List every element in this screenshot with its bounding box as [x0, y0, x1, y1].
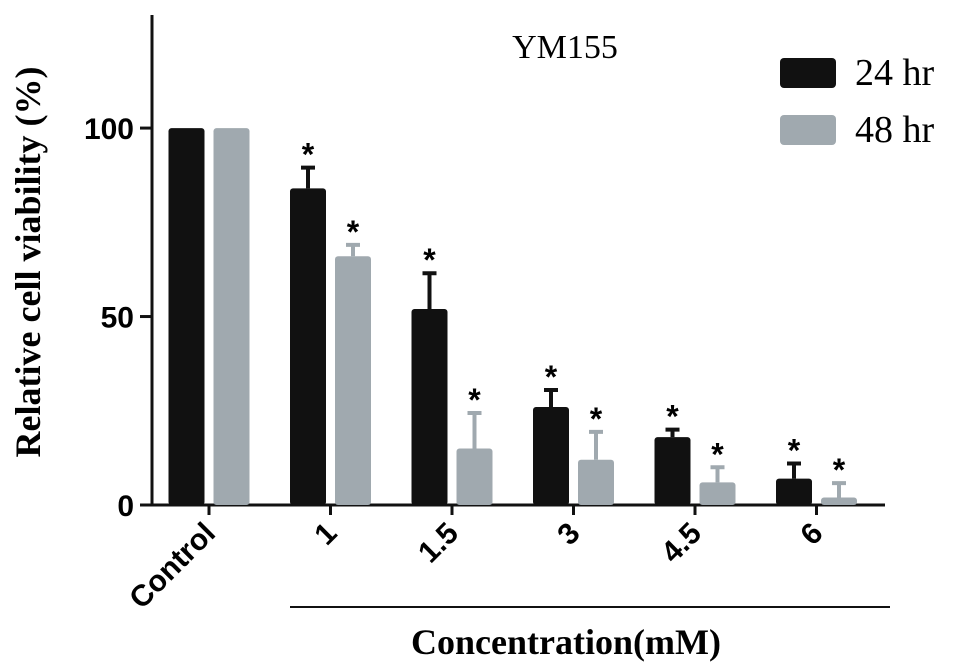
error-bar [467, 411, 482, 449]
significance-mark: * [468, 382, 481, 418]
significance-mark: * [347, 214, 360, 250]
significance-mark: * [711, 436, 724, 472]
error-bar [787, 461, 801, 479]
y-axis-label: Relative cell viability (%) [8, 67, 48, 458]
x-tick-label: 4.5 [655, 517, 708, 570]
error-bar [665, 427, 680, 438]
legend-swatch [780, 115, 836, 145]
significance-mark: * [590, 401, 603, 437]
error-bar [589, 429, 603, 460]
bar [654, 437, 691, 505]
bar [821, 497, 857, 505]
x-tick-label: 1 [308, 517, 343, 552]
significance-mark: * [302, 137, 315, 173]
significance-mark: * [833, 452, 846, 488]
error-bar [544, 388, 558, 407]
x-tick-label: Control [123, 517, 222, 616]
bar [699, 482, 736, 505]
legend-label: 24 hr [855, 52, 935, 94]
bar [578, 459, 614, 505]
x-tick-label: 3 [551, 517, 586, 552]
error-bar [710, 465, 725, 483]
bar [533, 407, 569, 505]
significance-mark: * [788, 433, 801, 469]
legend-swatch [780, 58, 836, 88]
significance-mark: * [666, 399, 679, 435]
bar [168, 128, 205, 506]
bar [213, 128, 250, 506]
significance-mark: * [545, 359, 558, 395]
bar [290, 188, 326, 505]
bar [456, 448, 493, 505]
error-bar [301, 165, 315, 189]
error-bar [346, 242, 360, 257]
significance-mark: * [423, 242, 436, 278]
x-tick-label: 1.5 [412, 517, 465, 570]
bar [411, 309, 448, 505]
x-axis-label: Concentration(mM) [411, 622, 721, 662]
bar [776, 478, 812, 505]
error-bar [422, 271, 437, 309]
chart-title: YM155 [512, 29, 618, 66]
x-tick-label: 6 [794, 517, 829, 552]
legend-label: 48 hr [855, 109, 935, 151]
y-tick-label: 100 [84, 113, 134, 146]
y-tick-label: 50 [101, 302, 134, 335]
bar [335, 256, 371, 505]
error-bar [832, 481, 846, 498]
y-tick-label: 0 [117, 490, 134, 523]
